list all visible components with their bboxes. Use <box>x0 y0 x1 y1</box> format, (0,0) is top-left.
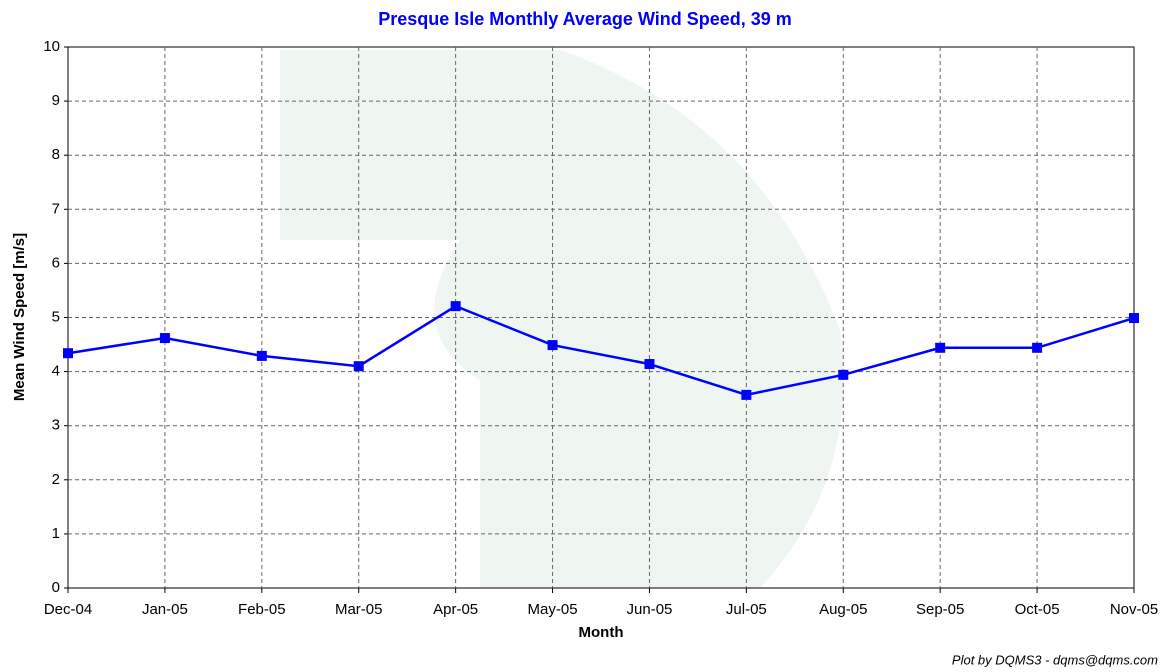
x-tick-label: Jun-05 <box>627 601 673 618</box>
x-tick-label: Oct-05 <box>1015 601 1060 618</box>
data-point <box>1032 343 1042 353</box>
y-tick-label: 9 <box>52 92 60 109</box>
y-tick-label: 6 <box>52 254 60 271</box>
data-point <box>644 359 654 369</box>
data-point <box>741 390 751 400</box>
y-tick-label: 4 <box>52 363 60 380</box>
y-tick-label: 2 <box>52 471 60 488</box>
y-tick-label: 1 <box>52 525 60 542</box>
x-axis-label: Month <box>579 624 624 641</box>
data-point <box>160 333 170 343</box>
y-tick-label: 0 <box>52 579 60 596</box>
x-tick-label: Apr-05 <box>433 601 478 618</box>
data-point <box>1129 313 1139 323</box>
chart: Presque Isle Monthly Average Wind Speed,… <box>0 0 1170 672</box>
x-tick-label: Sep-05 <box>916 601 964 618</box>
y-axis-label: Mean Wind Speed [m/s] <box>11 233 28 401</box>
data-point <box>63 348 73 358</box>
y-tick-label: 3 <box>52 417 60 434</box>
x-tick-label: Jul-05 <box>726 601 767 618</box>
y-tick-label: 5 <box>52 308 60 325</box>
x-tick-label: Aug-05 <box>819 601 867 618</box>
footer-credit: Plot by DQMS3 - dqms@dqms.com <box>952 652 1158 667</box>
x-tick-label: Mar-05 <box>335 601 383 618</box>
x-tick-label: May-05 <box>528 601 578 618</box>
x-tick-label: Nov-05 <box>1110 601 1158 618</box>
x-tick-label: Jan-05 <box>142 601 188 618</box>
chart-title: Presque Isle Monthly Average Wind Speed,… <box>378 9 792 29</box>
y-tick-label: 10 <box>43 38 60 55</box>
x-tick-label: Dec-04 <box>44 601 92 618</box>
data-point <box>838 370 848 380</box>
watermark <box>280 50 843 588</box>
x-tick-label: Feb-05 <box>238 601 286 618</box>
data-point <box>548 340 558 350</box>
data-point <box>354 361 364 371</box>
y-tick-label: 7 <box>52 200 60 217</box>
data-point <box>257 351 267 361</box>
data-point <box>935 343 945 353</box>
data-point <box>451 301 461 311</box>
y-tick-label: 8 <box>52 146 60 163</box>
